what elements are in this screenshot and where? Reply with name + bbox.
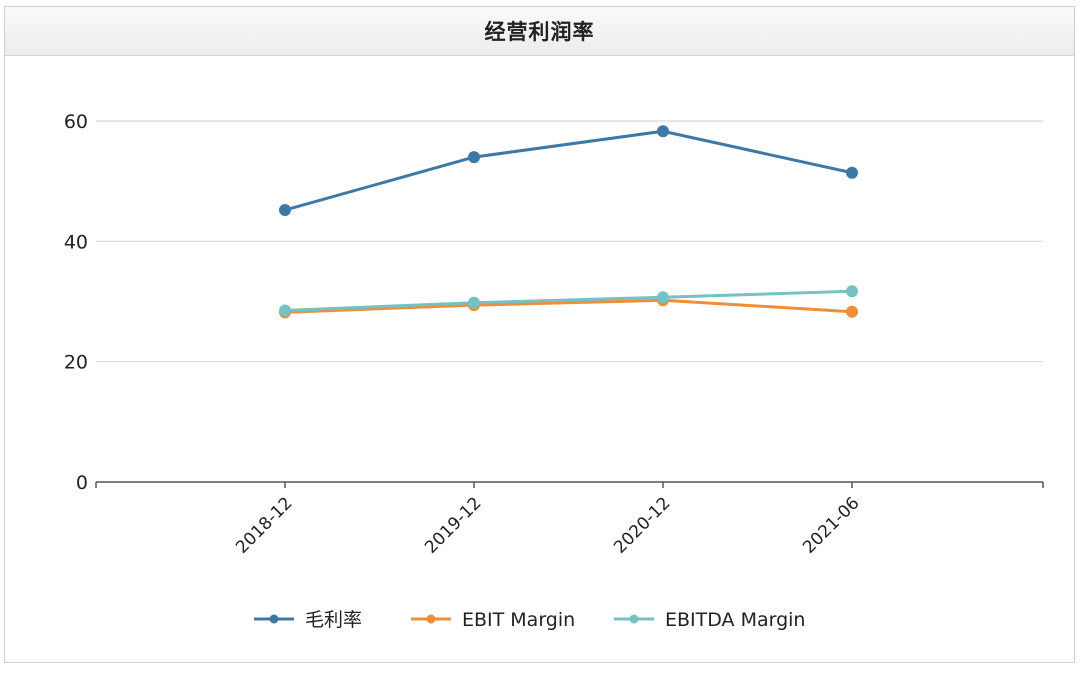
data-point-2-2 bbox=[657, 291, 669, 304]
axes bbox=[95, 481, 1044, 488]
legend-label-0: 毛利率 bbox=[305, 609, 362, 631]
legend-label-1: EBIT Margin bbox=[462, 609, 575, 631]
y-tick-label-60: 60 bbox=[64, 111, 88, 133]
data-point-2-1 bbox=[468, 296, 480, 309]
x-axis-ticks: 2018-12 2019-12 2020-12 2021-06 bbox=[232, 482, 864, 558]
chart-panel: 经营利润率 bbox=[4, 6, 1075, 663]
data-point-0-0 bbox=[279, 204, 291, 217]
legend-marker-2 bbox=[629, 614, 639, 624]
data-point-2-3 bbox=[846, 285, 858, 298]
series-line-0 bbox=[284, 129, 853, 212]
x-tick-label-2020-12: 2020-12 bbox=[610, 493, 674, 557]
series-group bbox=[279, 125, 858, 319]
legend: 毛利率 EBIT Margin EBITDA Margin bbox=[254, 609, 805, 631]
legend-marker-0 bbox=[269, 614, 279, 624]
legend-label-2: EBITDA Margin bbox=[665, 609, 805, 631]
legend-marker-1 bbox=[426, 614, 436, 624]
panel-header: 经营利润率 bbox=[5, 7, 1074, 56]
y-tick-label-40: 40 bbox=[64, 231, 88, 253]
data-point-0-3 bbox=[846, 166, 858, 179]
x-tick-label-2019-12: 2019-12 bbox=[421, 493, 485, 557]
series-line-1 bbox=[284, 298, 853, 314]
data-point-1-3 bbox=[846, 305, 858, 318]
y-axis-ticks: 0 20 40 60 bbox=[64, 111, 88, 494]
series-line-2 bbox=[284, 289, 853, 313]
x-tick-label-2021-06: 2021-06 bbox=[799, 493, 863, 557]
x-tick-label-2018-12: 2018-12 bbox=[232, 493, 296, 557]
chart-title: 经营利润率 bbox=[484, 20, 595, 44]
data-point-2-0 bbox=[279, 304, 291, 317]
y-tick-label-0: 0 bbox=[76, 472, 88, 494]
data-point-0-1 bbox=[468, 151, 480, 164]
data-point-0-2 bbox=[657, 125, 669, 138]
y-tick-label-20: 20 bbox=[64, 352, 88, 374]
grid-lines bbox=[96, 120, 1043, 363]
